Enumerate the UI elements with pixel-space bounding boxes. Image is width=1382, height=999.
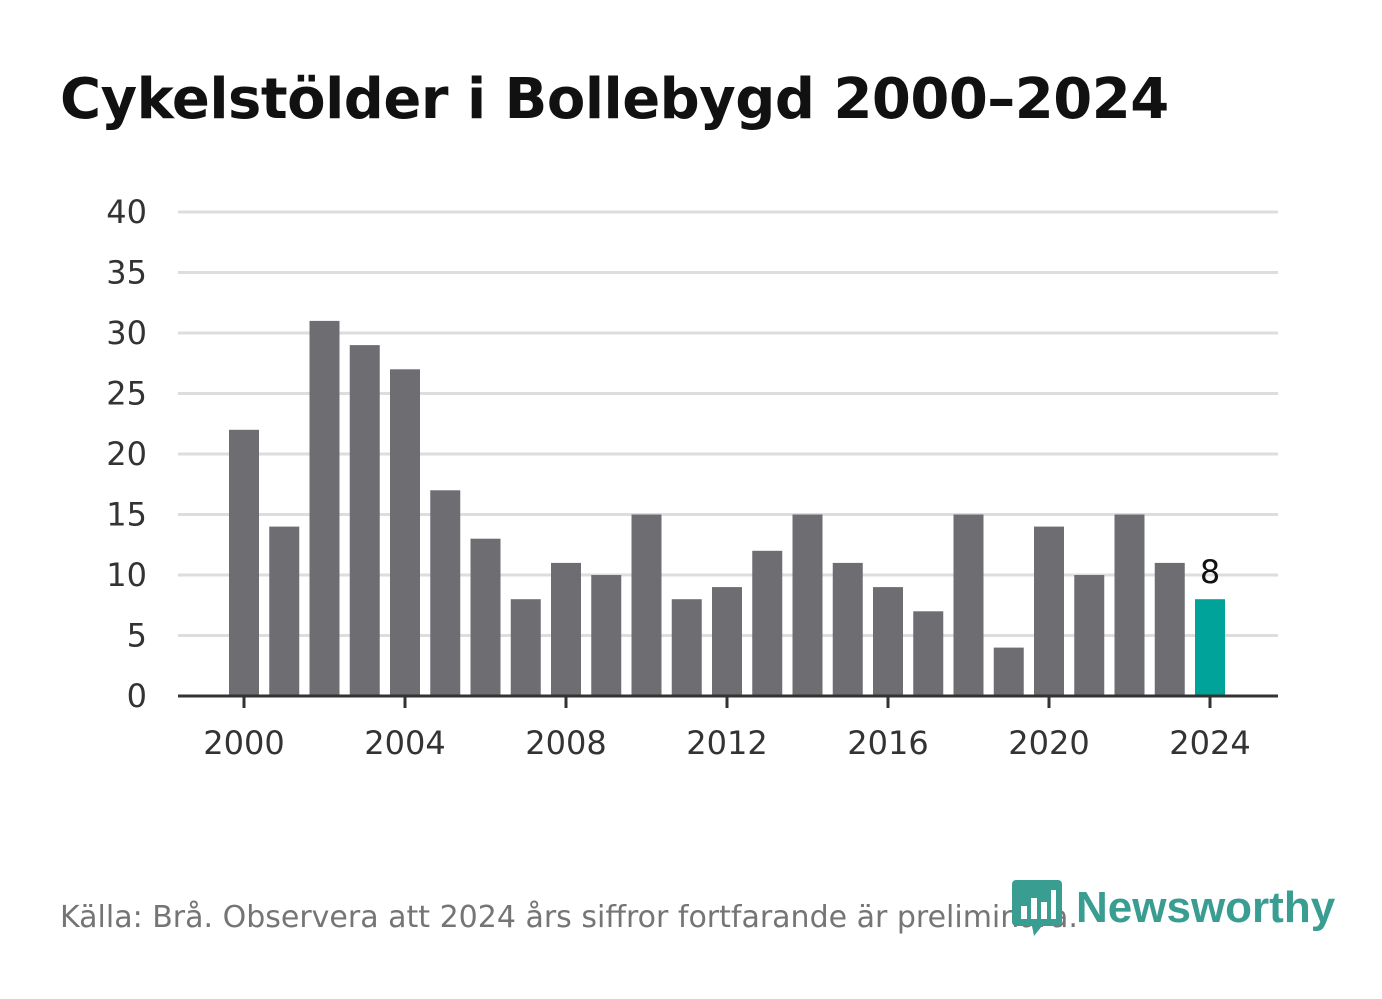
y-axis-ticks: 0 5 10 15 20 25 30 35 40 — [106, 193, 147, 715]
x-tick-label-2008: 2008 — [525, 724, 606, 762]
bar-2017 — [913, 611, 944, 696]
x-tick-label-2012: 2012 — [686, 724, 767, 762]
y-tick-label-10: 10 — [106, 556, 147, 594]
x-tick-label-2024: 2024 — [1169, 724, 1250, 762]
newsworthy-logo: Newsworthy — [1012, 878, 1335, 938]
y-tick-label-20: 20 — [106, 435, 147, 473]
bar-2021 — [1074, 575, 1105, 696]
bar-2009 — [591, 575, 622, 696]
bar-2014 — [792, 514, 823, 696]
x-axis-ticks: 2000 2004 2008 2012 2016 2020 2024 — [203, 696, 1251, 762]
y-tick-label-30: 30 — [106, 314, 147, 352]
bar-chart-logo-icon — [1012, 880, 1062, 936]
bar-2011 — [671, 599, 702, 696]
bar-2007 — [510, 599, 541, 696]
bar-2004 — [390, 369, 420, 696]
bar-2015 — [832, 562, 863, 696]
x-tick-label-2004: 2004 — [364, 724, 445, 762]
bar-2018 — [953, 514, 984, 696]
gridlines — [178, 210, 1278, 637]
bar-2003 — [349, 345, 380, 696]
data-labels: 8 — [1200, 553, 1220, 591]
bar-2008 — [551, 562, 581, 696]
y-tick-label-40: 40 — [106, 193, 147, 231]
x-tick-label-2016: 2016 — [847, 724, 928, 762]
y-tick-label-5: 5 — [127, 617, 147, 655]
bar-2000 — [229, 429, 259, 696]
bar-2020 — [1034, 526, 1064, 696]
bar-2022 — [1114, 514, 1145, 696]
y-tick-label-35: 35 — [106, 254, 147, 292]
y-tick-label-0: 0 — [127, 677, 147, 715]
bar-2012 — [712, 587, 742, 696]
bar-2023 — [1154, 562, 1185, 696]
bar-2016 — [873, 587, 903, 696]
bar-2010 — [631, 514, 662, 696]
bars — [229, 320, 1225, 696]
bar-2013 — [752, 550, 783, 696]
x-tick-label-2020: 2020 — [1008, 724, 1089, 762]
source-note: Källa: Brå. Observera att 2024 års siffr… — [60, 900, 1078, 935]
bar-2002 — [309, 320, 340, 696]
logo-text: Newsworthy — [1076, 883, 1336, 932]
bar-2006 — [470, 538, 501, 696]
x-tick-label-2000: 2000 — [203, 724, 284, 762]
bar-2005 — [430, 490, 461, 696]
bar-2001 — [269, 526, 300, 696]
data-label-2024: 8 — [1200, 553, 1220, 591]
bar-2019 — [993, 647, 1024, 696]
y-tick-label-15: 15 — [106, 496, 147, 534]
bar-2024 — [1195, 599, 1225, 696]
chart-title: Cykelstölder i Bollebygd 2000–2024 — [60, 67, 1169, 132]
y-tick-label-25: 25 — [106, 375, 147, 413]
